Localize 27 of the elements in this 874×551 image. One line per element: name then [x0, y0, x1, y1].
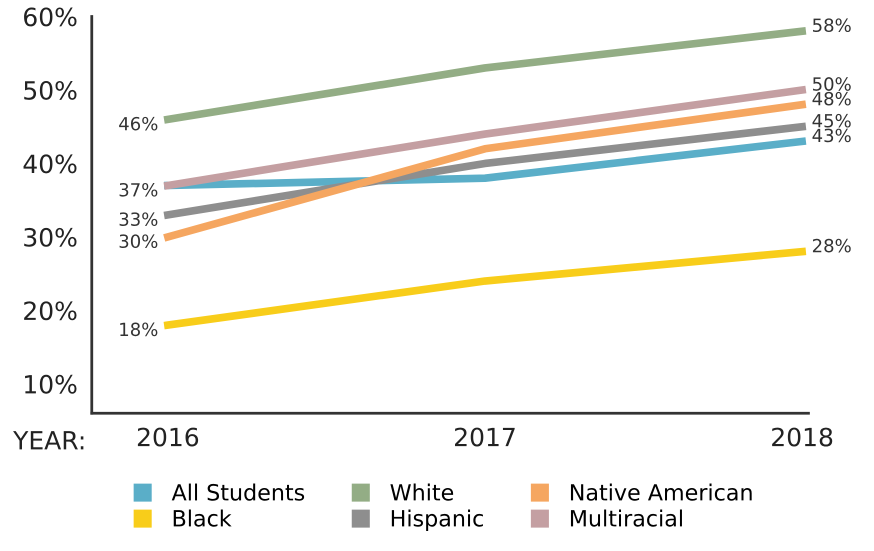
- y-tick-label: 60%: [24, 7, 76, 26]
- data-label: 28%: [812, 238, 851, 252]
- y-tick-label: 20%: [24, 301, 76, 320]
- text: YEAR:: [13, 431, 84, 450]
- y-tick-label: 10%: [25, 374, 76, 394]
- legend-label: Hispanic: [392, 509, 483, 531]
- x-tick-label: 2018: [772, 428, 832, 446]
- y-tick-label: 30%: [24, 228, 76, 247]
- x-tick-label: 2016: [138, 428, 198, 446]
- y-tick-label: 40%: [24, 154, 76, 174]
- y-tick-label: 50%: [24, 80, 76, 100]
- legend-label: White: [390, 484, 454, 501]
- data-label: 30%: [120, 234, 158, 248]
- legend-label: All Students: [172, 484, 304, 501]
- x-tick-label: 2017: [455, 428, 515, 446]
- data-label: 33%: [120, 212, 158, 226]
- legend-label: Multiracial: [570, 509, 682, 527]
- legend-label: Black: [174, 509, 232, 527]
- data-label: 50%: [813, 77, 851, 91]
- data-label: 45%: [812, 114, 851, 128]
- data-label: 43%: [812, 128, 851, 142]
- legend-label: Native American: [570, 484, 752, 501]
- data-label: 58%: [813, 18, 851, 32]
- data-label: 37%: [120, 182, 158, 197]
- data-label: 48%: [812, 92, 851, 106]
- data-label: 18%: [120, 322, 158, 336]
- data-label: 46%: [119, 116, 158, 130]
